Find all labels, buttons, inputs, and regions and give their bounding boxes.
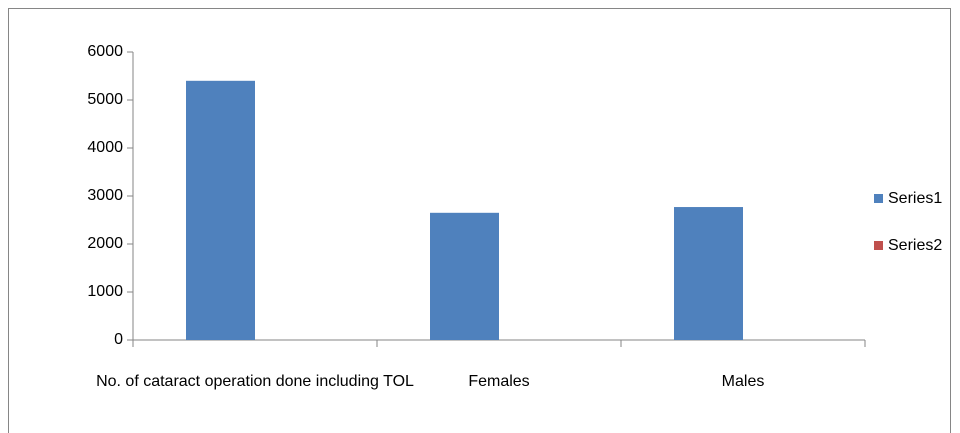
bar <box>430 212 499 340</box>
x-tick-label: Males <box>722 373 765 390</box>
bar <box>186 80 255 341</box>
y-tick-label: 1000 <box>87 283 123 300</box>
y-tick-label: 6000 <box>87 43 123 60</box>
y-tick-label: 5000 <box>87 91 123 108</box>
y-tick-label: 3000 <box>87 187 123 204</box>
y-tick-label: 0 <box>114 331 123 348</box>
y-tick-label: 4000 <box>87 139 123 156</box>
chart-frame <box>8 8 951 433</box>
legend-label: Series1 <box>888 190 942 207</box>
legend-swatch <box>874 241 883 250</box>
bar <box>674 207 743 340</box>
legend-swatch <box>874 194 883 203</box>
y-tick-label: 2000 <box>87 235 123 252</box>
x-tick-label: No. of cataract operation done including… <box>96 373 414 390</box>
legend-label: Series2 <box>888 237 942 254</box>
x-tick-label: Females <box>468 373 529 390</box>
